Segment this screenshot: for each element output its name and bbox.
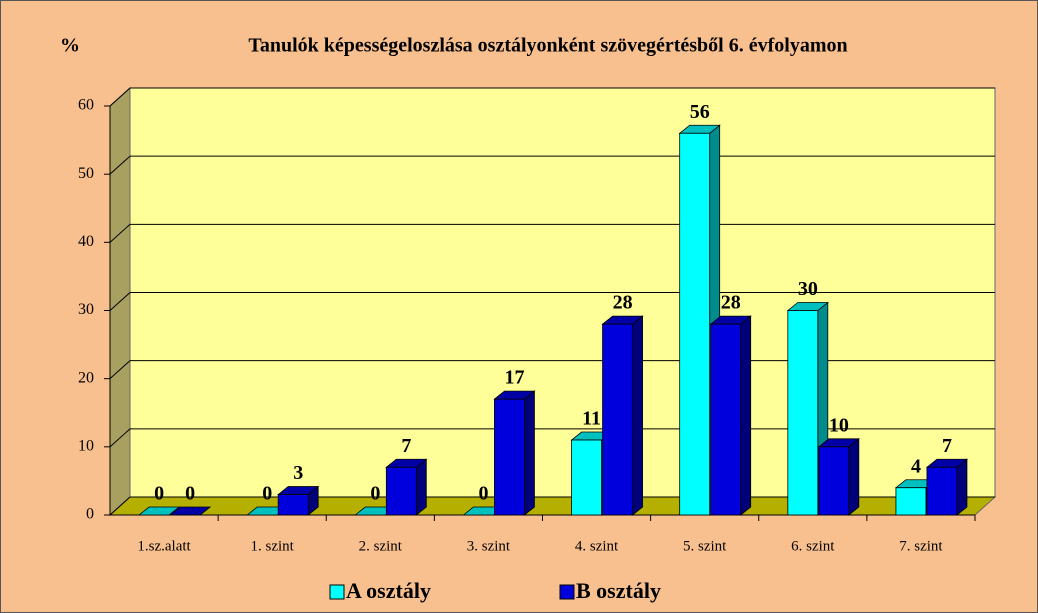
data-label: 56 — [690, 101, 710, 123]
grid-line — [109, 87, 131, 107]
x-tick-label: 5. szint — [683, 538, 727, 554]
grid-line — [109, 292, 131, 311]
y-tick-label: 40 — [78, 233, 94, 250]
bar — [679, 132, 711, 516]
y-tick-label: 30 — [78, 301, 94, 318]
y-tick-label: 10 — [78, 438, 94, 455]
x-tick-label: 6. szint — [791, 538, 835, 554]
x-tick-label: 2. szint — [359, 538, 403, 554]
x-tick-label: 1. szint — [251, 538, 295, 554]
grid-line — [109, 155, 131, 175]
grid-line — [109, 496, 131, 516]
bar-top — [137, 506, 181, 516]
bar — [385, 466, 417, 516]
bar — [787, 310, 819, 516]
x-tick-label: 1.sz.alatt — [137, 538, 191, 554]
grid-line — [109, 360, 131, 380]
bar — [571, 439, 602, 516]
data-label: 11 — [582, 408, 601, 430]
data-label: 10 — [829, 414, 849, 436]
data-label: 17 — [504, 367, 524, 389]
bar — [818, 446, 850, 516]
data-label: 7 — [401, 435, 411, 457]
bar-side — [740, 315, 752, 516]
y-tick-label: 60 — [78, 97, 94, 114]
legend-label: A osztály — [346, 578, 431, 603]
bar — [494, 398, 525, 516]
data-label: 30 — [798, 278, 818, 300]
grid-line — [109, 428, 131, 448]
y-tick-label: 20 — [78, 369, 94, 386]
y-axis-label: % — [60, 35, 80, 57]
bar-top — [168, 506, 212, 516]
floor — [108, 496, 997, 516]
bar — [277, 494, 309, 516]
data-label: 0 — [154, 483, 164, 505]
bar-side — [956, 458, 968, 516]
data-label: 28 — [721, 292, 741, 314]
bar — [710, 323, 742, 516]
x-tick-label: 4. szint — [575, 538, 619, 554]
y-tick-label: 50 — [78, 165, 94, 182]
grid-line — [109, 223, 131, 243]
data-label: 3 — [293, 462, 303, 484]
bar-side — [848, 438, 860, 516]
chart-title: Tanulók képességeloszlása osztályonként … — [248, 35, 847, 57]
bar — [895, 487, 927, 516]
data-label: 0 — [478, 483, 488, 505]
data-label: 0 — [370, 483, 380, 505]
x-tick-label: 7. szint — [899, 538, 943, 554]
data-label: 7 — [942, 435, 952, 457]
x-tick-label: 3. szint — [467, 538, 511, 554]
bar — [602, 323, 633, 516]
bar-side — [524, 390, 535, 516]
bar-side — [632, 315, 643, 516]
data-label: 28 — [613, 292, 633, 314]
data-label: 4 — [911, 455, 921, 477]
y-tick-label: 0 — [86, 506, 94, 523]
legend-swatch — [559, 584, 575, 600]
legend-swatch — [329, 584, 345, 600]
bar-side — [415, 458, 427, 516]
data-label: 0 — [185, 483, 195, 505]
legend-label: B osztály — [576, 578, 661, 603]
bar — [926, 466, 958, 516]
data-label: 0 — [262, 483, 272, 505]
